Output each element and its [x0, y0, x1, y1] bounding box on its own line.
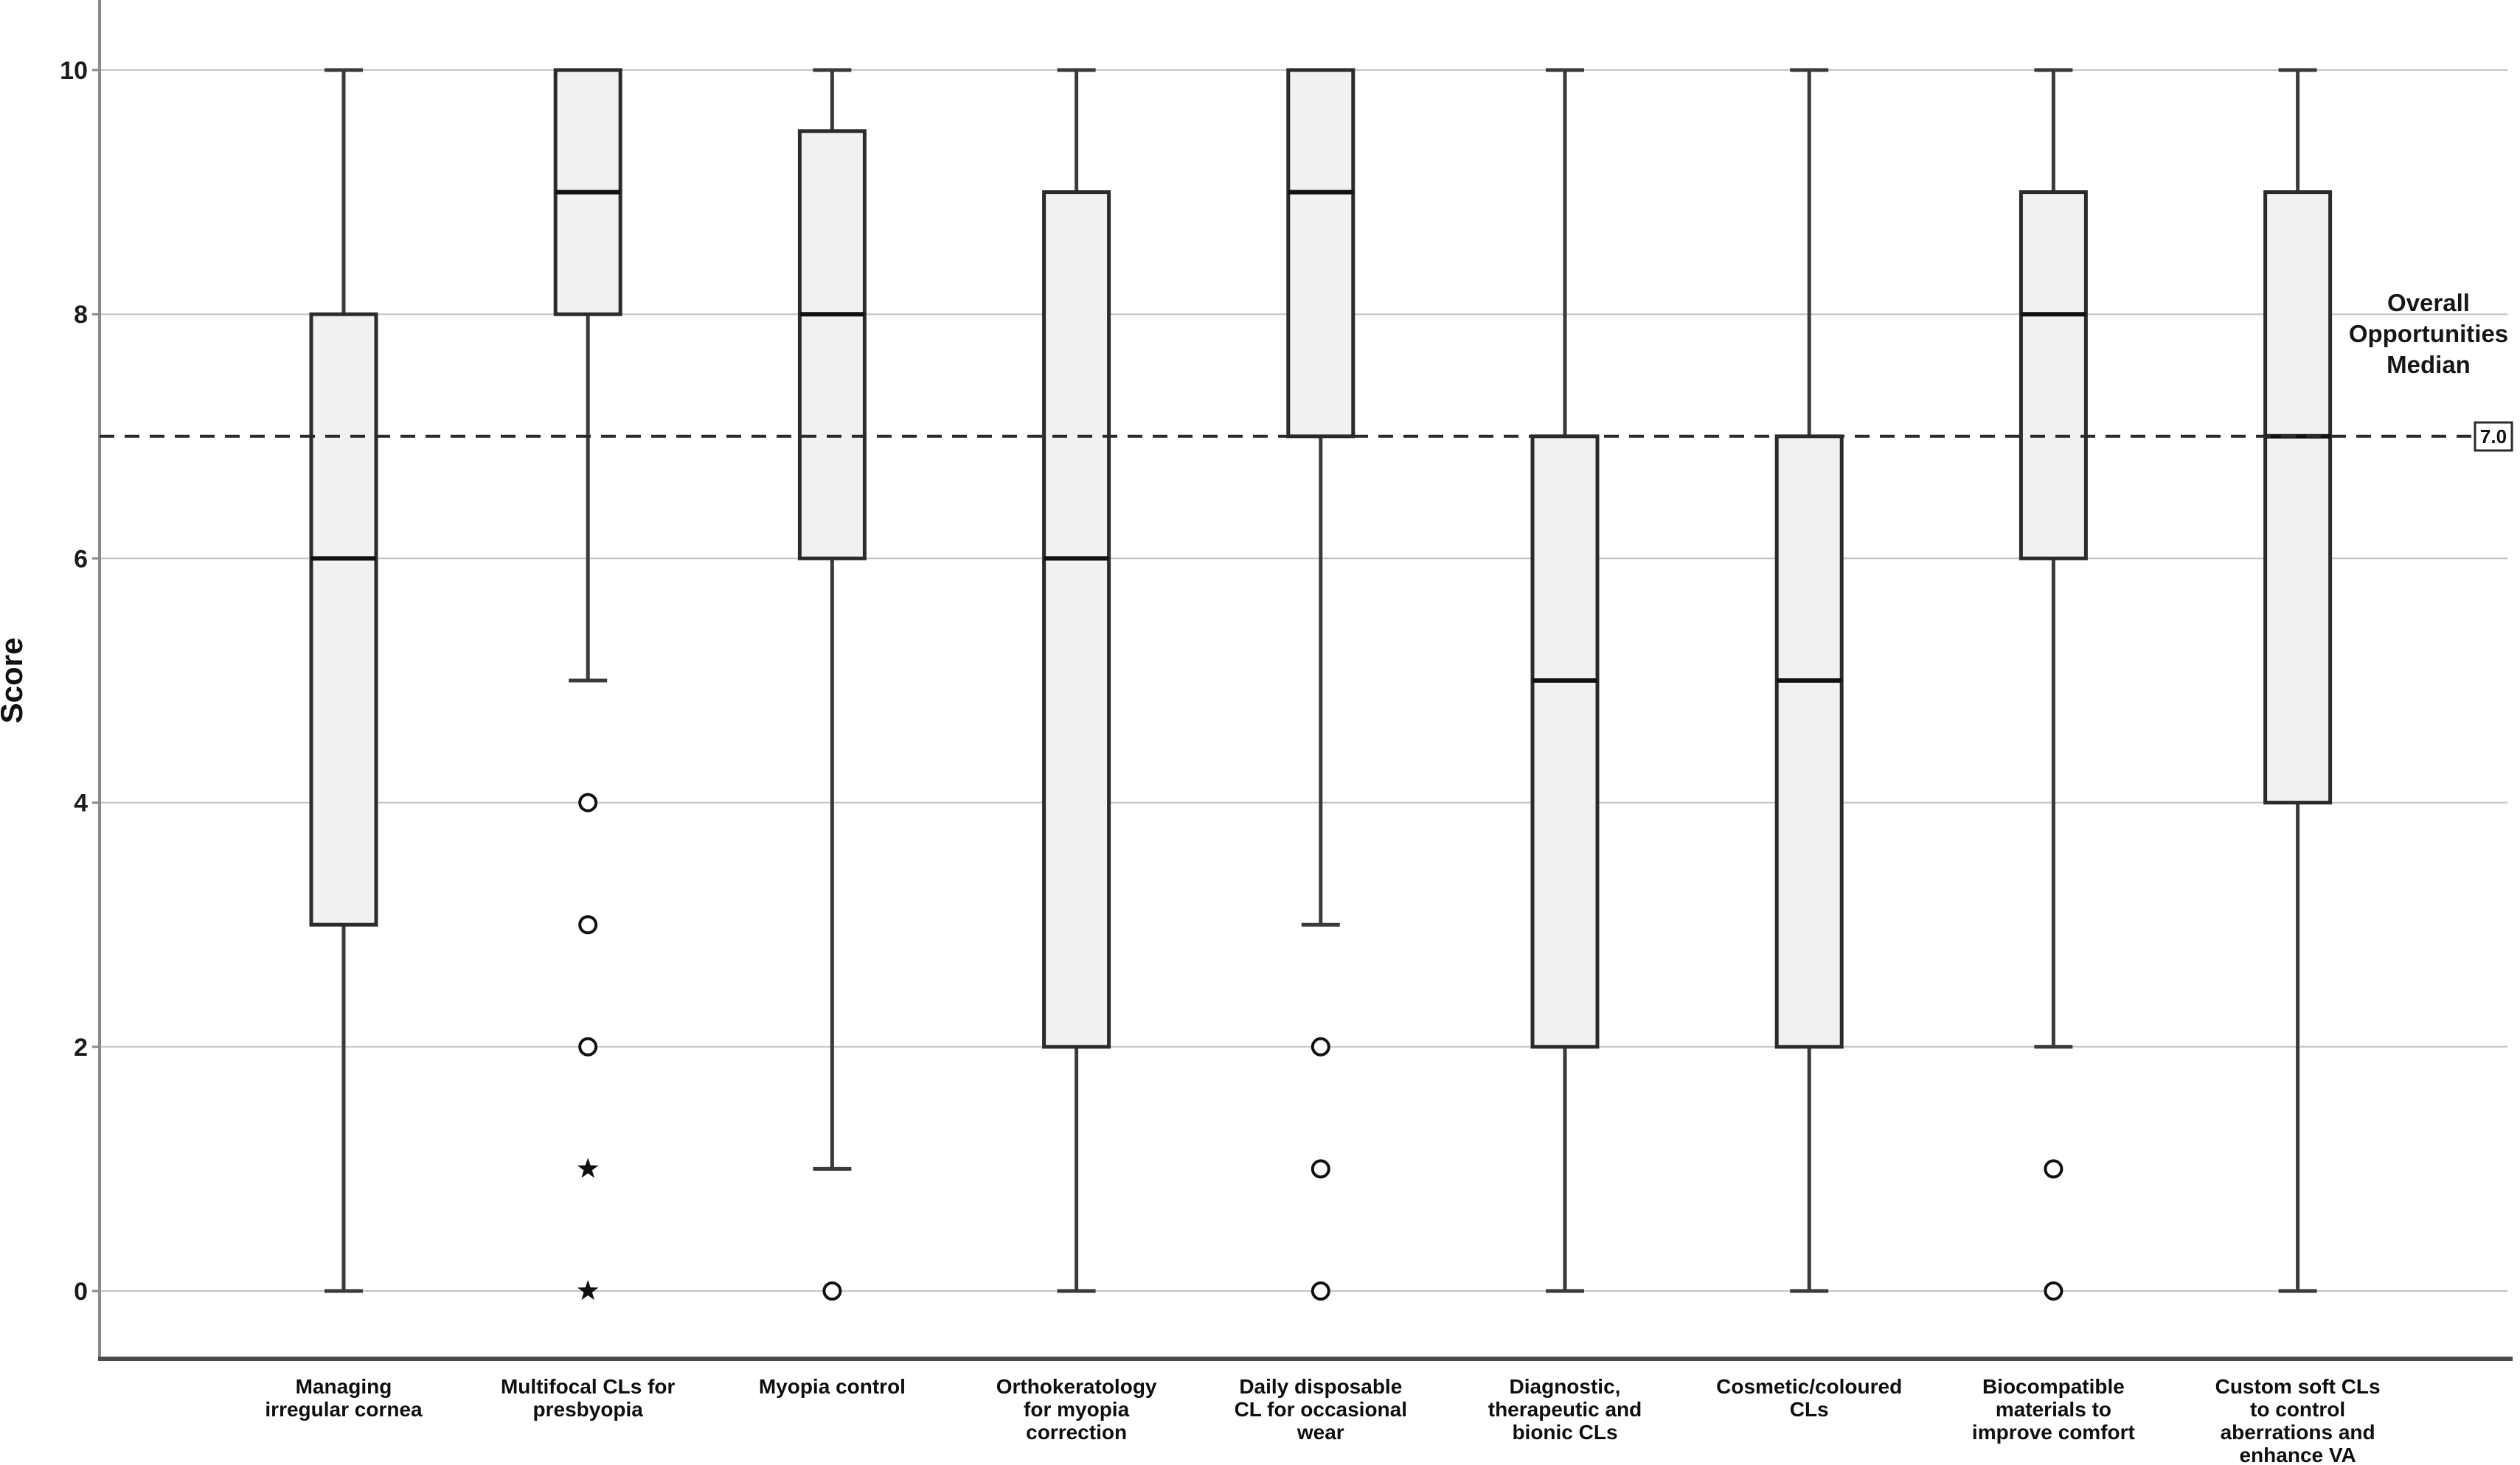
box-iqr	[1042, 190, 1111, 1049]
y-tick-label: 8	[74, 301, 88, 329]
category-label: bionic CLs	[1512, 1421, 1617, 1444]
category-label: presbyopia	[533, 1398, 644, 1421]
category-label: irregular cornea	[265, 1398, 423, 1421]
box-iqr	[1530, 434, 1600, 1049]
reference-annotation-line1: Overall	[2387, 289, 2470, 316]
reference-value-frame	[2474, 421, 2513, 452]
category-label: Orthokeratology	[996, 1375, 1157, 1398]
outlier-point	[578, 793, 598, 812]
box-iqr	[1286, 68, 1356, 439]
extreme-point	[577, 1280, 599, 1301]
gridlines: 0 2 4 6 8 10	[60, 57, 2507, 1306]
category-label: materials to	[1996, 1398, 2111, 1421]
category-label: wear	[1297, 1421, 1344, 1444]
category-label: Biocompatible	[1982, 1375, 2125, 1398]
category-label: aberrations and	[2221, 1421, 2375, 1444]
category-label: Managing	[296, 1375, 392, 1398]
category-label: enhance VA	[2239, 1444, 2356, 1465]
category-label: therapeutic and	[1488, 1398, 1642, 1421]
box-iqr	[1774, 434, 1844, 1049]
category-label: correction	[1026, 1421, 1127, 1444]
category-label: Multifocal CLs for	[501, 1375, 676, 1398]
outlier-point	[1311, 1281, 1330, 1301]
category-label: Cosmetic/coloured	[1716, 1375, 1902, 1398]
box-iqr	[309, 312, 378, 927]
reference-line-annotation: Overall Opportunities Median	[2349, 289, 2508, 378]
reference-value-label: 7.0	[2480, 425, 2507, 448]
category-label: to control	[2250, 1398, 2345, 1421]
category-label: CLs	[1790, 1398, 1829, 1421]
category-label: Diagnostic,	[1510, 1375, 1621, 1398]
category-label: Daily disposable	[1239, 1375, 1402, 1398]
y-tick-label: 2	[74, 1034, 88, 1062]
outlier-point	[1311, 1159, 1330, 1179]
category-label: for myopia	[1024, 1398, 1130, 1421]
y-tick-label: 6	[74, 545, 88, 573]
y-axis-title: Score	[0, 638, 29, 724]
y-tick-label: 4	[74, 790, 88, 818]
outlier-point	[822, 1281, 842, 1301]
outlier-point	[2044, 1159, 2063, 1179]
box-iqr	[2263, 190, 2333, 805]
outlier-point	[1311, 1037, 1330, 1057]
category-label: Custom soft CLs	[2215, 1375, 2381, 1398]
outlier-point	[2044, 1281, 2063, 1301]
box-iqr	[2019, 190, 2088, 560]
category-label: Myopia control	[759, 1375, 906, 1398]
outlier-point	[578, 915, 598, 935]
extreme-point	[577, 1158, 599, 1178]
box-iqr	[797, 129, 867, 560]
category-label: CL for occasional	[1235, 1398, 1407, 1421]
y-tick-label: 0	[74, 1278, 88, 1306]
reference-annotation-line2: Opportunities	[2349, 320, 2508, 347]
outlier-point	[578, 1037, 598, 1057]
reference-value-box: 7.0	[2474, 421, 2513, 452]
category-label: improve comfort	[1972, 1421, 2135, 1444]
boxplot-box: Myopia control	[759, 68, 906, 1398]
y-tick-label: 10	[60, 57, 88, 85]
reference-annotation-line3: Median	[2387, 351, 2471, 378]
